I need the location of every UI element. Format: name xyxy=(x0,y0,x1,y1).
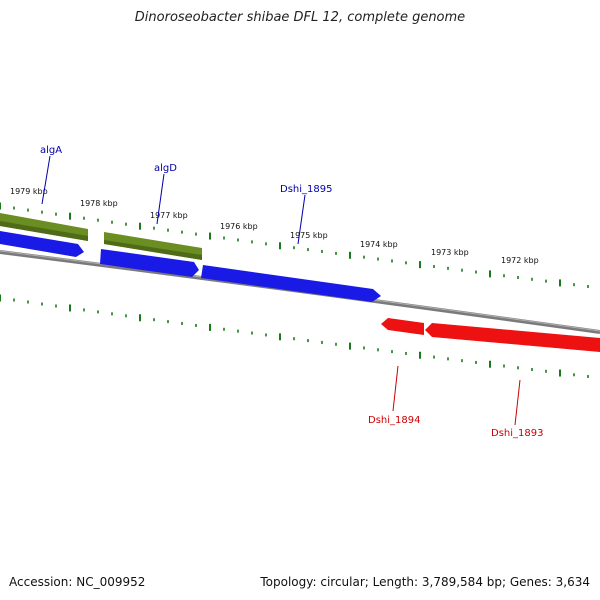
genome-summary-text: Topology: circular; Length: 3,789,584 bp… xyxy=(260,575,590,589)
kbp-label-1972: 1972 kbp xyxy=(501,256,539,265)
upper-tick-track xyxy=(0,202,589,288)
gene-label-dshi1895[interactable]: Dshi_1895 xyxy=(280,184,332,195)
forward-cds-arrow-dshi1895[interactable] xyxy=(201,265,381,302)
olive-gene-algd-shade xyxy=(104,240,202,260)
kbp-label-1977: 1977 kbp xyxy=(150,211,188,220)
kbp-label-1974: 1974 kbp xyxy=(360,240,398,249)
gene-label-dshi1894[interactable]: Dshi_1894 xyxy=(368,415,420,426)
gene-label-alga[interactable]: algA xyxy=(40,145,62,156)
kbp-label-1979: 1979 kbp xyxy=(10,187,48,196)
leader-algd xyxy=(156,173,165,225)
kbp-label-1973: 1973 kbp xyxy=(431,248,469,257)
kbp-label-1978: 1978 kbp xyxy=(80,199,118,208)
accession-text: Accession: NC_009952 xyxy=(9,575,146,589)
gene-label-algd[interactable]: algD xyxy=(154,163,177,174)
map-title: Dinoroseobacter shibae DFL 12, complete … xyxy=(134,10,466,25)
lower-tick-track xyxy=(0,294,589,379)
reverse-cds-arrow-dshi1893[interactable] xyxy=(425,323,600,352)
leader-alga xyxy=(41,155,51,205)
leader-dshi1895 xyxy=(297,194,306,245)
olive-gene-alga-shade xyxy=(0,221,88,241)
kbp-label-1975: 1975 kbp xyxy=(290,231,328,240)
kbp-label-1976: 1976 kbp xyxy=(220,222,258,231)
forward-cds-arrow-2[interactable] xyxy=(100,249,199,277)
gene-label-dshi1893[interactable]: Dshi_1893 xyxy=(491,428,543,439)
leader-dshi1894 xyxy=(392,365,399,412)
leader-dshi1893 xyxy=(514,379,521,426)
forward-cds-arrow-1[interactable] xyxy=(0,231,84,257)
reverse-cds-arrow-dshi1894[interactable] xyxy=(381,318,424,335)
